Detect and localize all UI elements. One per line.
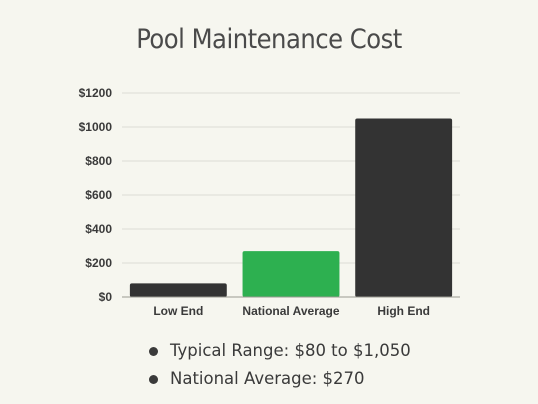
- summary-text-national-average: National Average: $270: [170, 369, 365, 388]
- summary-item-typical-range: Typical Range: $80 to $1,050: [148, 340, 411, 362]
- y-tick-label: $800: [85, 154, 112, 168]
- bar-national-average: [242, 251, 340, 297]
- y-tick-label: $600: [85, 188, 112, 202]
- y-tick-label: $400: [85, 222, 112, 236]
- bar-chart: $0 $200 $400 $600 $800 $1000 $1200 Low End Natio…: [79, 86, 460, 318]
- bullet-icon: [149, 375, 158, 384]
- summary-item-national-average: National Average: $270: [148, 368, 411, 390]
- summary-text-typical-range: Typical Range: $80 to $1,050: [170, 341, 411, 360]
- bullet-icon: [149, 347, 158, 356]
- chart-title: Pool Maintenance Cost: [136, 24, 402, 55]
- y-tick-label: $1200: [79, 86, 113, 100]
- bar-high-end: [355, 118, 453, 297]
- y-tick-label: $1000: [79, 120, 113, 134]
- y-tick-label: $200: [85, 256, 112, 270]
- x-tick-label: High End: [377, 304, 430, 318]
- summary-list: Typical Range: $80 to $1,050 National Av…: [148, 340, 411, 396]
- bar-low-end: [129, 283, 227, 297]
- x-tick-label: Low End: [153, 304, 203, 318]
- y-tick-label: $0: [99, 290, 113, 304]
- x-tick-label: National Average: [242, 304, 339, 318]
